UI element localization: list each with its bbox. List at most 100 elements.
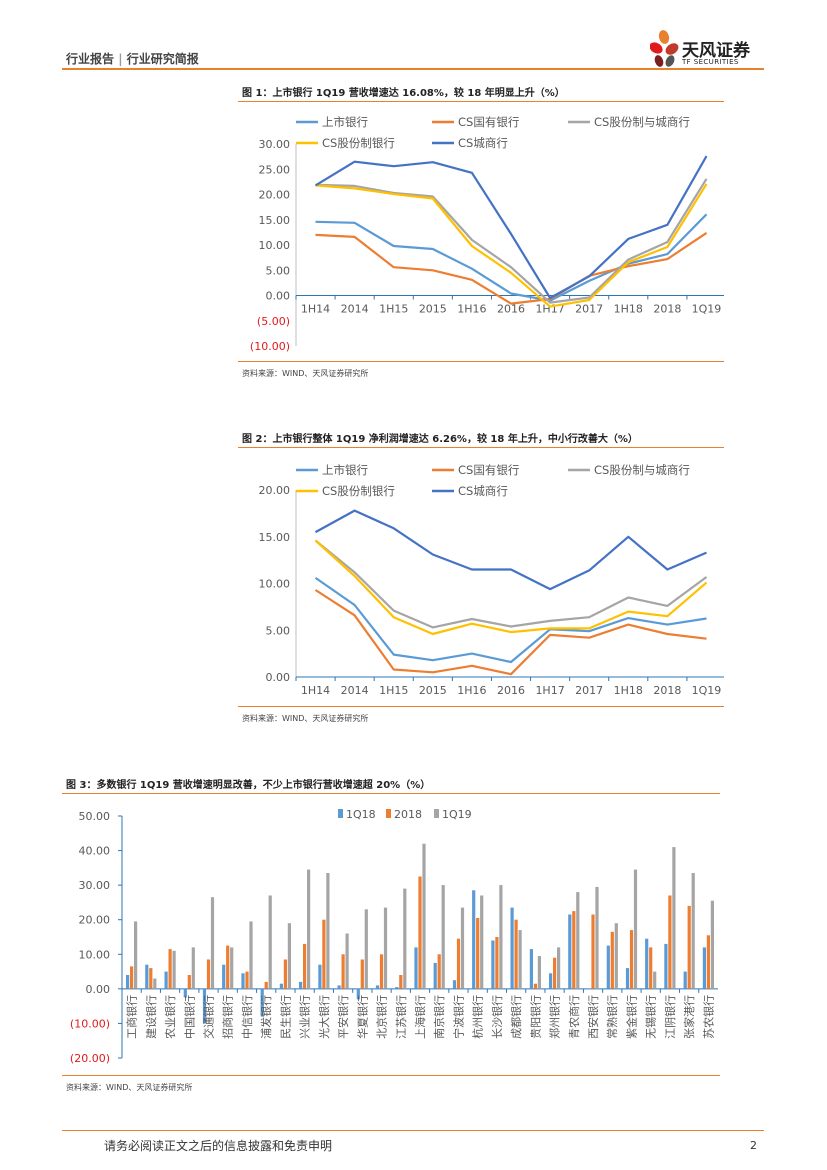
bar-1Q18 <box>587 988 591 990</box>
x-tick-label: 1Q19 <box>692 684 722 697</box>
bar-1Q18 <box>510 907 514 989</box>
bar-1Q18 <box>433 962 437 989</box>
x-tick-label: 民生银行 <box>278 995 292 1039</box>
series-line-1 <box>314 576 707 664</box>
legend-label: 1Q19 <box>442 808 472 821</box>
y-tick-label: 20.00 <box>79 914 111 927</box>
bar-1Q18 <box>395 987 399 989</box>
bar-2018 <box>668 895 672 989</box>
bar-2018 <box>649 947 653 989</box>
bar-1Q19 <box>557 947 561 989</box>
bar-1Q19 <box>383 907 388 989</box>
legend-label: CS股份制与城商行 <box>594 115 690 129</box>
x-tick-label: 交通银行 <box>202 995 216 1039</box>
y-tick-label: 10.00 <box>259 578 291 591</box>
brand-name-cn: 天风证券 <box>682 41 750 61</box>
x-tick-label: 2014 <box>341 684 369 697</box>
x-tick-label: 建设银行 <box>144 995 158 1039</box>
y-tick-label: (5.00) <box>257 315 290 328</box>
y-tick-label: 5.00 <box>266 624 291 637</box>
bar-1Q18 <box>202 988 207 1024</box>
bar-1Q18 <box>145 964 149 989</box>
x-tick-label: 1Q19 <box>692 303 722 316</box>
x-tick-label: 2014 <box>341 303 369 316</box>
bar-1Q19 <box>537 956 541 989</box>
y-tick-label: 10.00 <box>259 239 291 252</box>
legend-label: 上市银行 <box>322 115 368 129</box>
x-tick-label: 1H18 <box>614 684 643 697</box>
bar-1Q19 <box>576 892 580 989</box>
x-tick-label: 中国银行 <box>182 995 196 1039</box>
bar-1Q18 <box>356 988 360 1000</box>
bar-2018 <box>245 971 249 989</box>
bar-1Q18 <box>664 943 668 989</box>
y-tick-label: (10.00) <box>250 340 290 353</box>
x-tick-label: 1H16 <box>457 303 486 316</box>
bar-1Q18 <box>414 947 418 989</box>
legend-swatch <box>386 809 391 818</box>
bar-1Q19 <box>499 885 503 989</box>
y-tick-label: 20.00 <box>259 484 291 497</box>
bar-1Q18 <box>164 971 168 989</box>
bar-1Q18 <box>568 914 572 989</box>
bar-1Q18 <box>260 988 264 1017</box>
y-tick-label: 10.00 <box>79 948 111 961</box>
bar-1Q18 <box>452 980 457 989</box>
y-tick-label: 0.00 <box>266 671 291 684</box>
legend-swatch <box>434 809 439 818</box>
figure-3-bottom-rule <box>62 1075 720 1076</box>
bar-1Q18 <box>625 968 630 989</box>
bar-2018 <box>206 959 211 989</box>
y-tick-label: 25.00 <box>259 163 291 176</box>
report-subcategory: 行业研究简报 <box>126 52 199 66</box>
bar-2018 <box>495 937 499 989</box>
bar-1Q19 <box>710 900 714 989</box>
bar-1Q18 <box>241 973 245 989</box>
bar-1Q18 <box>279 983 283 989</box>
bar-1Q19 <box>172 950 176 989</box>
x-tick-label: 紫金银行 <box>624 995 638 1039</box>
legend-label: CS股份制银行 <box>322 136 395 150</box>
x-tick-label: 兴业银行 <box>298 995 312 1039</box>
bar-1Q19 <box>249 921 253 989</box>
figure-2-top-rule <box>238 447 724 448</box>
bar-1Q18 <box>491 940 495 989</box>
bar-2018 <box>706 935 710 989</box>
x-tick-label: 光大银行 <box>317 995 331 1039</box>
bar-2018 <box>283 959 287 989</box>
legend-swatch <box>338 809 343 818</box>
y-tick-label: 15.00 <box>259 531 291 544</box>
bar-1Q19 <box>672 847 676 989</box>
y-tick-label: (20.00) <box>70 1052 110 1065</box>
bar-1Q19 <box>134 921 138 989</box>
series-line-3 <box>314 539 708 629</box>
figure-2-source: 资料来源：WIND、天风证券研究所 <box>242 714 369 723</box>
bar-2018 <box>553 957 557 989</box>
bar-2018 <box>187 975 191 989</box>
x-tick-label: 1H15 <box>379 684 408 697</box>
bar-1Q18 <box>529 949 533 989</box>
x-tick-label: 2018 <box>653 303 681 316</box>
x-tick-label: 1H14 <box>301 303 330 316</box>
series-line-4 <box>315 183 708 308</box>
bar-2018 <box>341 954 345 989</box>
x-tick-label: 成都银行 <box>509 995 523 1039</box>
bar-2018 <box>149 968 153 989</box>
bar-1Q19 <box>480 895 484 989</box>
series-line-2 <box>315 231 708 305</box>
y-tick-label: 20.00 <box>259 189 291 202</box>
bar-1Q19 <box>460 907 465 989</box>
figure-3-top-rule <box>62 793 720 794</box>
x-tick-label: 郑州银行 <box>548 995 562 1039</box>
bar-2018 <box>264 981 268 989</box>
x-tick-label: 上海银行 <box>413 995 427 1039</box>
figure-2-bottom-rule <box>238 706 724 707</box>
bar-1Q18 <box>549 973 553 989</box>
bar-1Q19 <box>595 886 599 989</box>
bar-1Q18 <box>222 964 226 989</box>
y-tick-label: 30.00 <box>79 879 111 892</box>
report-category: 行业报告 <box>66 52 115 66</box>
series-line-5 <box>314 509 707 591</box>
figure-2-title: 图 2：上市银行整体 1Q19 净利润增速达 6.26%，较 18 年上升，中小… <box>242 434 638 445</box>
footer-rule <box>62 1130 764 1131</box>
